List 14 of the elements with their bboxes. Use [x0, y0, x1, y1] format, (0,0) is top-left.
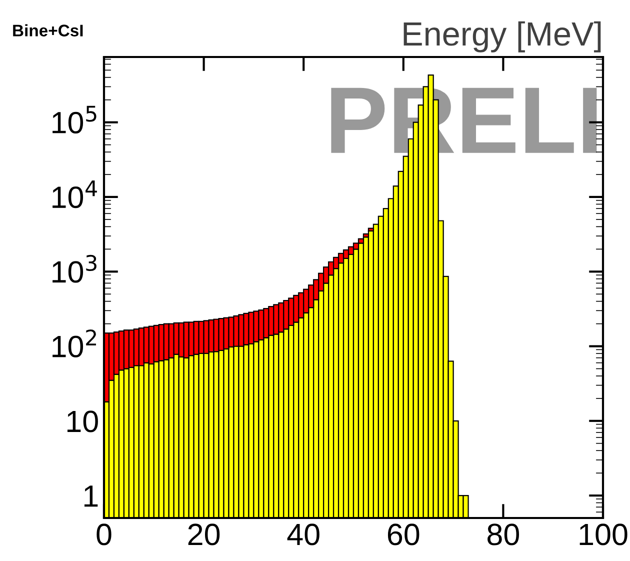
y-tick-label: 10 — [67, 410, 98, 432]
x-tick-label: 60 — [388, 524, 420, 546]
x-tick-label: 20 — [188, 524, 220, 546]
x-tick-label: 80 — [488, 524, 519, 546]
x-tick-label: 40 — [287, 524, 320, 546]
x-tick-label: 0 — [96, 524, 112, 546]
y-tick-label: 10$^{3}$ — [52, 254, 96, 283]
y-tick-label: 10$^{5}$ — [52, 106, 96, 134]
y-tick-label: 10$^{2}$ — [52, 330, 96, 358]
y-tick-label: 10$^{4}$ — [52, 180, 97, 208]
chart-title: Bine+CsI — [13, 24, 83, 36]
y-tick-label: 1 — [84, 486, 98, 507]
x-axis-title: Energy [MeV] — [404, 21, 601, 52]
x-tick-label: 100 — [580, 524, 628, 546]
